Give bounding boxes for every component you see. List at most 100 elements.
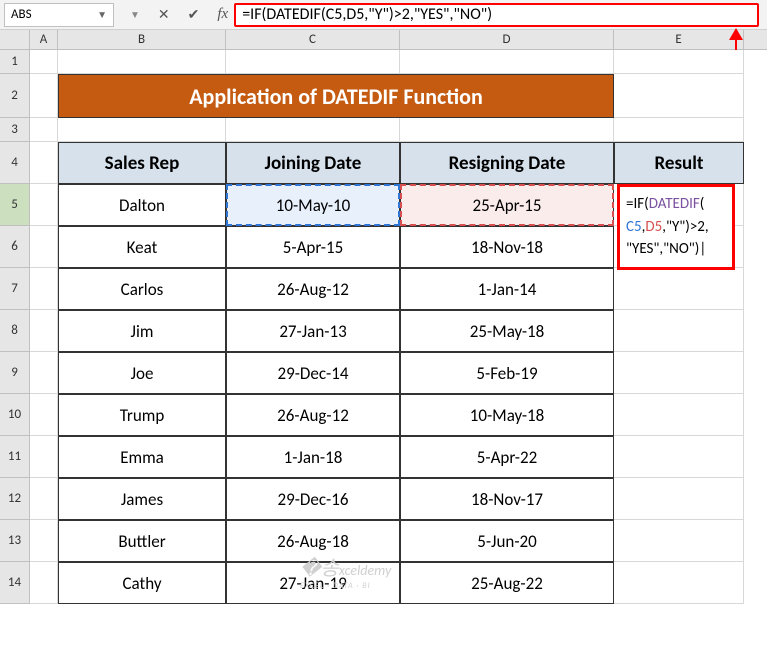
formula-input[interactable]: =IF(DATEDIF(C5,D5,"Y")>2,"YES","NO"): [234, 3, 759, 27]
cell-rep-14[interactable]: Cathy: [58, 562, 226, 604]
cell-e2[interactable]: [614, 74, 744, 118]
row-header-12[interactable]: 12: [0, 478, 30, 520]
row-header-14[interactable]: 14: [0, 562, 30, 604]
col-header-e[interactable]: E: [614, 30, 744, 49]
cell-e1[interactable]: [614, 50, 744, 74]
col-header-d[interactable]: D: [400, 30, 614, 49]
cell-result-8[interactable]: [614, 310, 744, 352]
row-header-2[interactable]: 2: [0, 74, 30, 118]
row-header-11[interactable]: 11: [0, 436, 30, 478]
cell-join-9[interactable]: 29-Dec-14: [226, 352, 400, 394]
row-header-1[interactable]: 1: [0, 50, 30, 74]
table-row: 8 Jim27-Jan-1325-May-18: [0, 310, 767, 352]
name-box[interactable]: ABS ▼: [4, 3, 114, 27]
cell-a4[interactable]: [30, 142, 58, 184]
row-header-6[interactable]: 6: [0, 226, 30, 268]
cell-resign-7[interactable]: 1-Jan-14: [400, 268, 614, 310]
cell-result-14[interactable]: [614, 562, 744, 604]
cell-rep-10[interactable]: Trump: [58, 394, 226, 436]
row-header-8[interactable]: 8: [0, 310, 30, 352]
cell-a9[interactable]: [30, 352, 58, 394]
cell-rep-11[interactable]: Emma: [58, 436, 226, 478]
cell-rep-6[interactable]: Keat: [58, 226, 226, 268]
cell-join-7[interactable]: 26-Aug-12: [226, 268, 400, 310]
cell-result-11[interactable]: [614, 436, 744, 478]
cell-rep-5[interactable]: Dalton: [58, 184, 226, 226]
cell-resign-9[interactable]: 5-Feb-19: [400, 352, 614, 394]
row-header-7[interactable]: 7: [0, 268, 30, 310]
cell-resign-10[interactable]: 10-May-18: [400, 394, 614, 436]
cell-a12[interactable]: [30, 478, 58, 520]
fx-icon[interactable]: fx: [211, 6, 234, 23]
cell-join-14[interactable]: 27-Jan-19: [226, 562, 400, 604]
column-headers: A B C D E: [0, 30, 767, 50]
cell-a10[interactable]: [30, 394, 58, 436]
cell-a3[interactable]: [30, 118, 58, 142]
table-row: 7 Carlos26-Aug-121-Jan-14: [0, 268, 767, 310]
formula-text: =IF(DATEDIF(C5,D5,"Y")>2,"YES","NO"): [242, 5, 492, 24]
cell-rep-12[interactable]: James: [58, 478, 226, 520]
row-header-13[interactable]: 13: [0, 520, 30, 562]
cell-result-10[interactable]: [614, 394, 744, 436]
overlay-line3: "YES","NO"): [626, 240, 699, 258]
dropdown-icon[interactable]: ▼: [130, 8, 140, 21]
cell-join-12[interactable]: 29-Dec-16: [226, 478, 400, 520]
cell-a6[interactable]: [30, 226, 58, 268]
cell-d3[interactable]: [400, 118, 614, 142]
cell-rep-13[interactable]: Buttler: [58, 520, 226, 562]
header-joining[interactable]: Joining Date: [226, 142, 400, 184]
formula-edit-overlay[interactable]: =IF(DATEDIF( C5,D5,"Y")>2, "YES","NO")|: [617, 184, 735, 270]
cell-rep-8[interactable]: Jim: [58, 310, 226, 352]
cell-resign-11[interactable]: 5-Apr-22: [400, 436, 614, 478]
enter-icon[interactable]: ✔: [188, 6, 200, 23]
cell-join-6[interactable]: 5-Apr-15: [226, 226, 400, 268]
col-header-c[interactable]: C: [226, 30, 400, 49]
cell-a2[interactable]: [30, 74, 58, 118]
header-sales-rep[interactable]: Sales Rep: [58, 142, 226, 184]
cell-b1[interactable]: [58, 50, 226, 74]
cell-b3[interactable]: [58, 118, 226, 142]
cell-result-13[interactable]: [614, 520, 744, 562]
row-header-3[interactable]: 3: [0, 118, 30, 142]
cell-a1[interactable]: [30, 50, 58, 74]
cancel-icon[interactable]: ✕: [158, 6, 170, 23]
cell-e3[interactable]: [614, 118, 744, 142]
col-header-a[interactable]: A: [30, 30, 58, 49]
cell-resign-14[interactable]: 25-Aug-22: [400, 562, 614, 604]
cell-rep-7[interactable]: Carlos: [58, 268, 226, 310]
cell-join-8[interactable]: 27-Jan-13: [226, 310, 400, 352]
cell-a11[interactable]: [30, 436, 58, 478]
cell-a7[interactable]: [30, 268, 58, 310]
cell-d1[interactable]: [400, 50, 614, 74]
cell-result-7[interactable]: [614, 268, 744, 310]
cell-a13[interactable]: [30, 520, 58, 562]
col-header-b[interactable]: B: [58, 30, 226, 49]
cell-result-9[interactable]: [614, 352, 744, 394]
row-header-5[interactable]: 5: [0, 184, 30, 226]
row-header-4[interactable]: 4: [0, 142, 30, 184]
cell-join-13[interactable]: 26-Aug-18: [226, 520, 400, 562]
row-header-10[interactable]: 10: [0, 394, 30, 436]
cell-resign-12[interactable]: 18-Nov-17: [400, 478, 614, 520]
cell-resign-6[interactable]: 18-Nov-18: [400, 226, 614, 268]
header-resigning[interactable]: Resigning Date: [400, 142, 614, 184]
select-all-corner[interactable]: [0, 30, 30, 49]
cell-join-5[interactable]: 10-May-10: [226, 184, 400, 226]
cell-result-12[interactable]: [614, 478, 744, 520]
table-row: 9 Joe29-Dec-145-Feb-19: [0, 352, 767, 394]
cell-c3[interactable]: [226, 118, 400, 142]
cell-resign-13[interactable]: 5-Jun-20: [400, 520, 614, 562]
header-result[interactable]: Result: [614, 142, 744, 184]
cell-resign-8[interactable]: 25-May-18: [400, 310, 614, 352]
cell-resign-5[interactable]: 25-Apr-15: [400, 184, 614, 226]
row-header-9[interactable]: 9: [0, 352, 30, 394]
cell-a8[interactable]: [30, 310, 58, 352]
cell-a5[interactable]: [30, 184, 58, 226]
name-box-dropdown-icon[interactable]: ▼: [97, 8, 107, 21]
cell-join-11[interactable]: 1-Jan-18: [226, 436, 400, 478]
cell-a14[interactable]: [30, 562, 58, 604]
cell-join-10[interactable]: 26-Aug-12: [226, 394, 400, 436]
cell-c1[interactable]: [226, 50, 400, 74]
cell-rep-9[interactable]: Joe: [58, 352, 226, 394]
title-banner[interactable]: Application of DATEDIF Function: [58, 74, 614, 118]
